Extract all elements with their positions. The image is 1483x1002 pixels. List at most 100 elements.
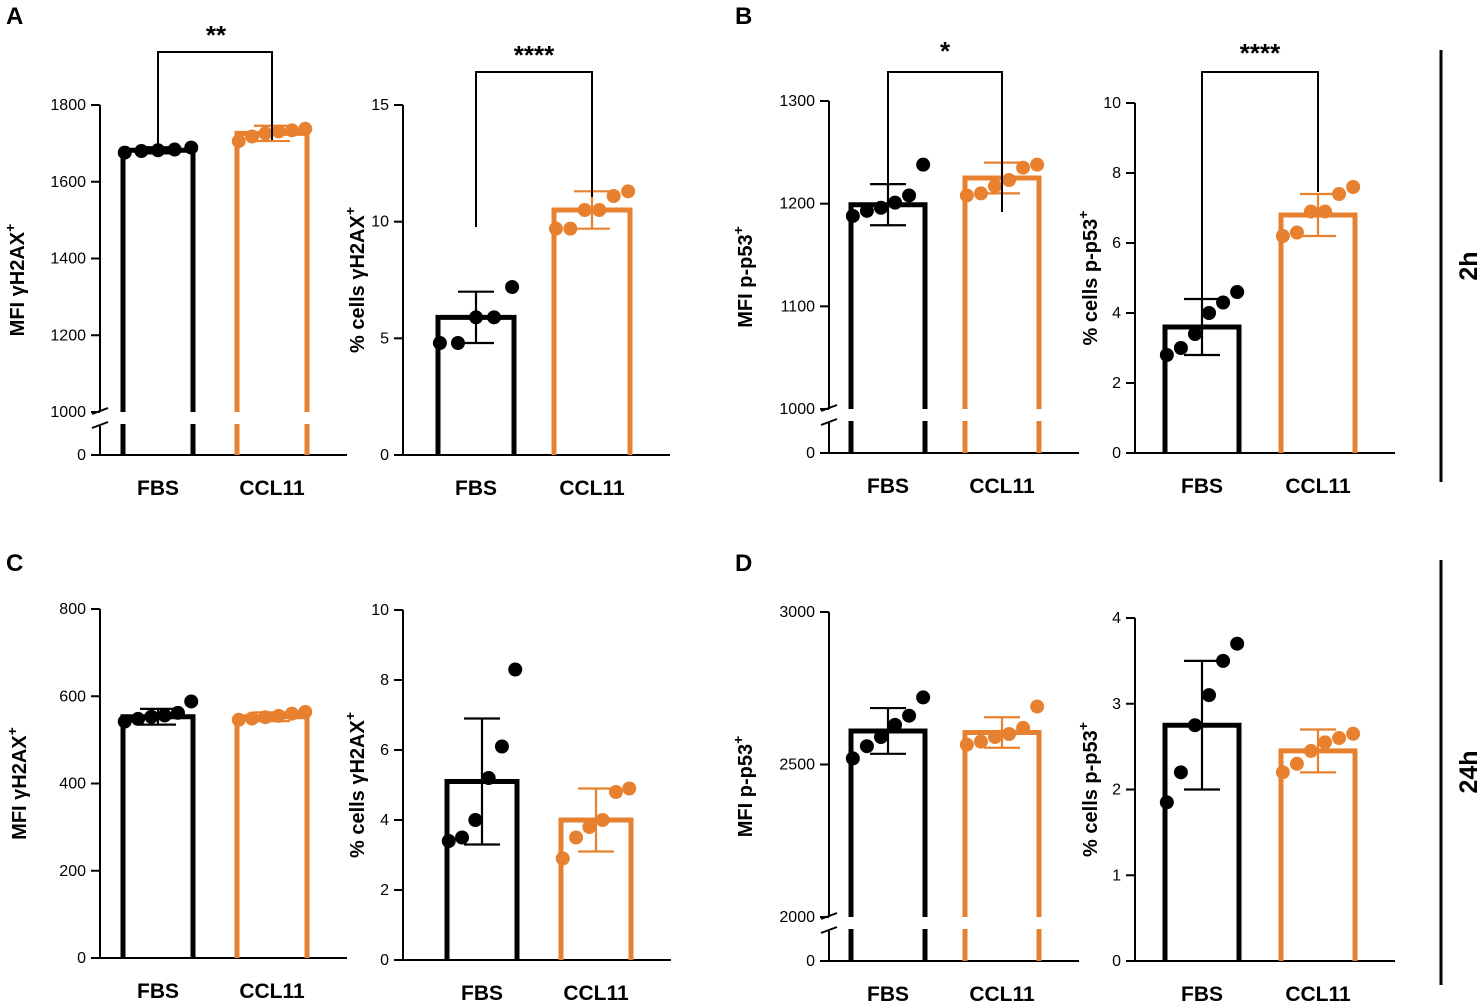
y-axis-title: MFI γH2AX+ <box>2 224 29 337</box>
y-tick-label: 6 <box>1112 235 1121 252</box>
panel-label-A: A <box>6 3 23 30</box>
data-point <box>151 143 165 158</box>
y-tick-label: 6 <box>380 742 389 759</box>
chart-D2: 0 1 2 3 4 % cells p-p53+ FBS CCL11 <box>1075 610 1395 1002</box>
data-point <box>184 140 199 155</box>
data-point <box>916 690 931 705</box>
data-point <box>117 714 132 729</box>
data-point <box>481 771 496 785</box>
significance-bracket <box>475 71 593 227</box>
data-point <box>622 781 637 796</box>
data-point <box>845 751 860 766</box>
y-tick-label: 10 <box>1103 95 1121 112</box>
data-point <box>845 208 860 223</box>
data-point <box>859 203 874 218</box>
chart-B1: 0 1000 1100 1200 1300 MFI p-p53+ FBS CCL11 * <box>730 36 1079 498</box>
data-point <box>595 813 610 827</box>
data-point <box>157 708 172 723</box>
data-point <box>455 830 470 845</box>
data-point <box>987 179 1002 194</box>
bar-FBS <box>120 714 196 958</box>
y-tick-label: 10 <box>371 214 389 231</box>
data-point <box>184 694 199 709</box>
data-point <box>245 711 260 726</box>
chart-C1: 0 200 400 600 800 MFI γH2AX+ FBS CCL11 <box>4 601 347 1002</box>
y-axis-title: MFI p-p53+ <box>730 736 757 838</box>
data-point <box>1002 727 1017 741</box>
data-point <box>621 184 636 199</box>
y-tick-label: 2 <box>380 882 389 899</box>
y-tick-label: 3000 <box>779 604 815 621</box>
panel-label-D: D <box>735 550 752 577</box>
data-point <box>134 144 149 159</box>
data-point <box>1303 204 1318 219</box>
y-tick-label: 2500 <box>779 757 815 774</box>
data-point <box>1303 743 1318 758</box>
y-axis-title: % cells γH2AX+ <box>342 207 369 353</box>
data-point <box>1216 653 1231 668</box>
y-tick-label: 5 <box>380 330 389 347</box>
data-point <box>505 280 520 294</box>
y-tick-label: 3 <box>1112 696 1121 713</box>
chart-C2: 0 2 4 6 8 10 % cells γH2AX+ FBS CCL11 <box>342 602 671 1002</box>
data-point <box>1289 756 1304 771</box>
bar-CCL11 <box>962 175 1042 409</box>
y-tick-label: 0 <box>380 952 389 969</box>
bar-CCL11 <box>234 714 310 958</box>
x-category-label: FBS <box>1181 475 1223 498</box>
data-point <box>1318 204 1333 219</box>
data-point <box>144 709 159 724</box>
significance-bracket <box>887 71 1003 212</box>
x-category-label: CCL11 <box>563 982 629 1002</box>
data-point <box>1187 327 1202 341</box>
data-point <box>1187 718 1202 733</box>
y-tick-label: 1100 <box>781 298 816 315</box>
y-axis-title: % cells γH2AX+ <box>342 712 369 858</box>
data-point <box>1002 173 1017 188</box>
y-axis-title: % cells p-p53+ <box>1075 211 1102 346</box>
data-point <box>959 188 974 203</box>
data-point <box>1030 699 1045 714</box>
panel-label-C: C <box>6 550 23 577</box>
x-category-label: FBS <box>137 980 179 1002</box>
y-tick-label: 800 <box>59 601 86 618</box>
y-tick-label: 400 <box>59 776 86 793</box>
x-category-label: CCL11 <box>239 980 305 1002</box>
data-point <box>231 134 246 149</box>
data-point <box>608 785 623 799</box>
data-point <box>258 710 273 725</box>
y-tick-label: 0 <box>1112 953 1121 970</box>
y-tick-label: 0 <box>77 447 86 464</box>
data-point <box>1202 688 1217 703</box>
data-point <box>117 145 132 160</box>
y-axis-title: MFI p-p53+ <box>730 226 757 328</box>
chart-A1: 0 1000 1200 1400 1600 1800 MFI γH2AX+ FBS CCL11 *… <box>2 20 347 500</box>
data-point <box>441 834 456 848</box>
y-tick-label: 2 <box>1112 782 1121 799</box>
data-point <box>1346 180 1361 194</box>
y-tick-label: 1400 <box>50 251 86 268</box>
x-category-label: CCL11 <box>559 477 625 500</box>
y-axis-title: MFI γH2AX+ <box>4 727 31 840</box>
data-point <box>582 820 597 834</box>
data-point <box>569 830 584 845</box>
data-point <box>284 706 299 721</box>
data-point <box>271 708 286 723</box>
data-point <box>577 203 592 217</box>
x-category-label: FBS <box>461 982 503 1002</box>
axis-break-mark <box>820 926 838 934</box>
bar-CCL11 <box>1278 212 1358 453</box>
data-point <box>231 712 246 727</box>
data-point <box>1289 225 1304 240</box>
panel-label-B: B <box>735 3 752 30</box>
significance-bracket <box>157 51 273 150</box>
data-point <box>1332 731 1347 746</box>
time-label-2h: 2h <box>1455 251 1483 280</box>
x-category-label: CCL11 <box>1285 983 1351 1002</box>
significance-bracket <box>1201 71 1319 302</box>
y-tick-label: 0 <box>77 950 86 967</box>
data-point <box>468 813 483 827</box>
significance-label: ** <box>206 20 227 50</box>
